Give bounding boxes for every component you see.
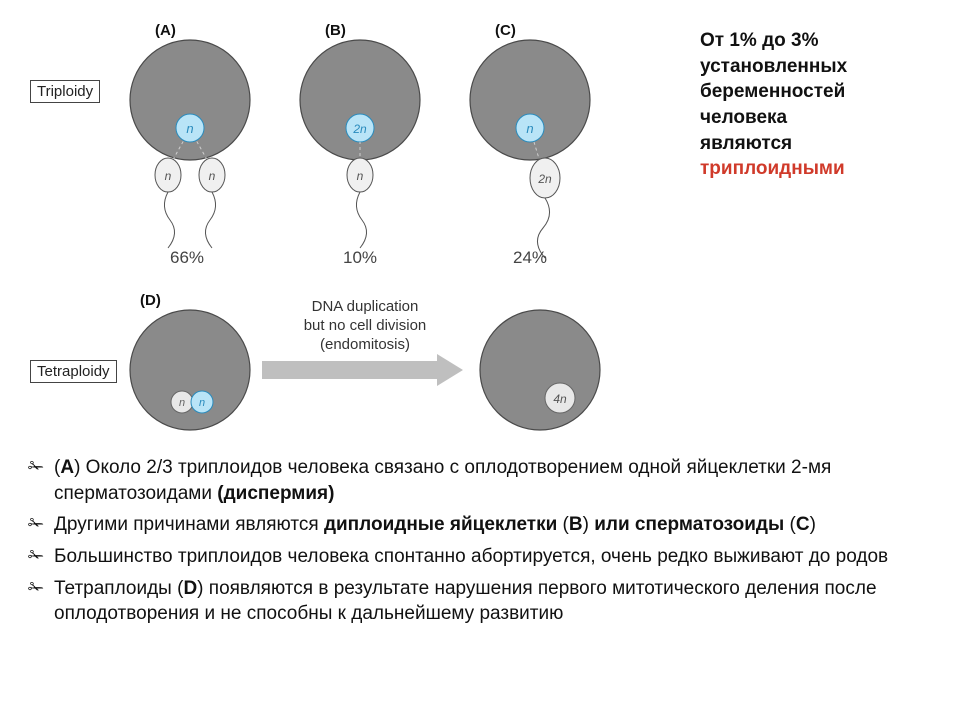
pct-b: 10% [343, 248, 377, 268]
arrow-caption-l1: DNA duplication [280, 298, 450, 317]
bullet-1-text: (A) Около 2/3 триплоидов человека связан… [54, 455, 933, 506]
pct-c: 24% [513, 248, 547, 268]
sidebar-l3: беременностей [700, 79, 950, 105]
nucleus-d2-label: n [199, 397, 205, 409]
sperm-b-label: n [357, 169, 364, 183]
sidebar-l6: триплоидными [700, 156, 950, 182]
panel-c: n 2n [470, 40, 590, 258]
panel-letter-d: (D) [140, 292, 161, 309]
bullet-4-text: Тетраплоиды (D) появляются в результате … [54, 576, 933, 627]
panel-d: n n [130, 310, 250, 430]
sidebar-l1: От 1% до 3% [700, 28, 950, 54]
nucleus-4n-label: 4n [553, 392, 567, 406]
arrow-body [262, 361, 437, 379]
bullet-1: ✁ (A) Около 2/3 триплоидов человека связ… [28, 455, 933, 506]
slide: { "colors": { "egg_fill": "#8a8a8a", "eg… [0, 0, 960, 720]
nucleus-c-label: n [526, 121, 533, 136]
scissor-icon: ✁ [28, 544, 54, 570]
triploidy-label-box: Triploidy [30, 80, 100, 103]
bullet-list: ✁ (A) Около 2/3 триплоидов человека связ… [28, 455, 933, 633]
egg-d-out [480, 310, 600, 430]
nucleus-d1-label: n [179, 397, 185, 409]
bullet-2: ✁ Другими причинами являются диплоидные … [28, 512, 933, 538]
panel-letter-c: (C) [495, 22, 516, 39]
tail-b [356, 192, 366, 248]
scissor-icon: ✁ [28, 512, 54, 538]
scissor-icon: ✁ [28, 455, 54, 506]
scissor-icon: ✁ [28, 576, 54, 627]
bullet-3-text: Большинство триплоидов человека спонтанн… [54, 544, 888, 570]
bullet-2-text: Другими причинами являются диплоидные яй… [54, 512, 816, 538]
arrow-head [437, 354, 463, 386]
pct-a: 66% [170, 248, 204, 268]
tail-a1 [164, 192, 174, 248]
panel-letter-a: (A) [155, 22, 176, 39]
panel-a: n n n [130, 40, 250, 248]
sidebar-l2: установленных [700, 54, 950, 80]
diagram-svg: n n n 2n n n 2n n n [0, 0, 700, 470]
sperm-c-label: 2n [537, 172, 552, 186]
nucleus-b-label: 2n [352, 122, 367, 136]
arrow-caption-l2: but no cell division [280, 317, 450, 336]
panel-d-result: 4n [480, 310, 600, 430]
bullet-4: ✁ Тетраплоиды (D) появляются в результат… [28, 576, 933, 627]
sidebar-l4: человека [700, 105, 950, 131]
egg-d [130, 310, 250, 430]
tetraploidy-label-box: Tetraploidy [30, 360, 117, 383]
sidebar-l5: являются [700, 131, 950, 157]
arrow-caption: DNA duplication but no cell division (en… [280, 298, 450, 354]
sidebar-text: От 1% до 3% установленных беременностей … [700, 28, 950, 182]
sperm-a1-label: n [165, 169, 172, 183]
panel-letter-b: (B) [325, 22, 346, 39]
panel-b: 2n n [300, 40, 420, 248]
bullet-3: ✁ Большинство триплоидов человека спонта… [28, 544, 933, 570]
nucleus-a-label: n [186, 121, 193, 136]
tail-a2 [205, 192, 215, 248]
arrow-caption-l3: (endomitosis) [280, 336, 450, 355]
sperm-a2-label: n [209, 169, 216, 183]
